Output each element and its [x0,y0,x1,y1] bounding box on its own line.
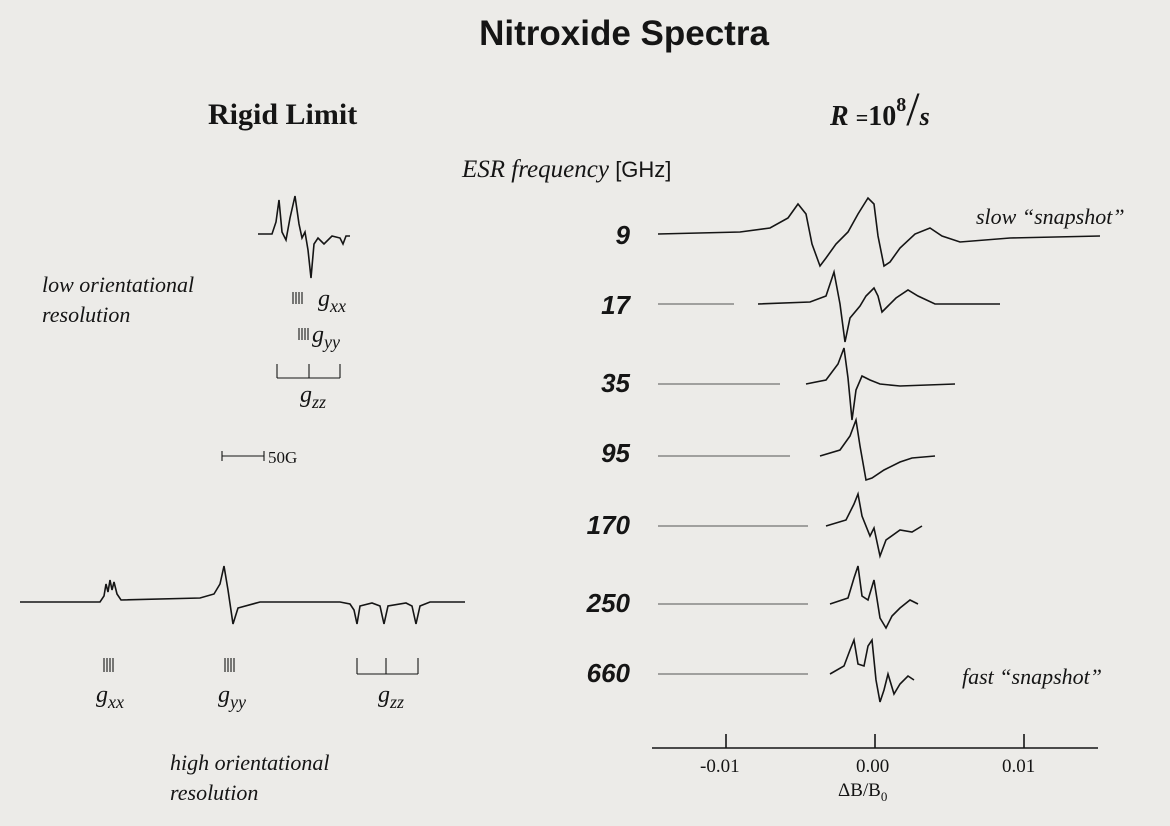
spectrum-660ghz [829,637,915,703]
spectrum-9ghz [657,196,1101,268]
g-markers-top [276,292,341,379]
axis-tick-label-neg: -0.01 [700,756,740,777]
scale-bar-label: 50G [268,448,298,467]
axis-tick-label-pos: 0.01 [1002,756,1036,777]
figure-title: Nitroxide Spectra [479,14,769,53]
low-resolution-label: low orientational resolution [42,270,194,330]
freq-label-35: 35 [601,368,630,398]
low-resolution-line-1: low orientational [42,272,195,297]
g-yy-label-bottom: gyy [218,682,246,712]
rigid-limit-heading: Rigid Limit [208,98,358,131]
high-resolution-line-2: resolution [170,780,259,805]
scale-bar [221,451,265,461]
spectrum-250ghz [829,565,919,630]
low-resolution-line-2: resolution [42,302,131,327]
rotation-rate-label: R =108/s [830,83,930,136]
freq-label-95: 95 [601,438,630,468]
g-xx-label-bottom: gxx [96,682,124,712]
rigid-spectrum-low [258,195,350,279]
freq-label-250: 250 [586,588,630,618]
x-axis [652,734,1098,749]
freq-label-170: 170 [586,510,630,540]
g-markers-bottom [103,658,419,675]
g-yy-label-top: gyy [312,322,340,352]
freq-label-17: 17 [601,290,630,320]
g-zz-label-bottom: gzz [378,682,405,712]
high-resolution-label: high orientational resolution [170,748,330,808]
g-xx-label-top: gxx [318,286,346,316]
axis-tick-label-zero: 0.00 [856,756,890,777]
g-zz-label-top: gzz [300,382,327,412]
axis-title: ΔB/B0 [838,780,888,804]
esr-frequency-label: ESR frequency [GHz] [462,156,672,183]
high-resolution-line-1: high orientational [170,750,330,775]
fast-snapshot-label: fast “snapshot” [962,664,1102,689]
rigid-spectrum-high [20,565,465,625]
spectrum-35ghz [805,347,956,421]
freq-label-9: 9 [615,220,630,250]
spectrum-17ghz [757,268,1000,343]
freq-label-660: 660 [586,658,630,688]
slow-snapshot-label: slow “snapshot” [976,204,1125,229]
spectrum-95ghz [819,416,936,482]
spectrum-170ghz [825,491,923,559]
